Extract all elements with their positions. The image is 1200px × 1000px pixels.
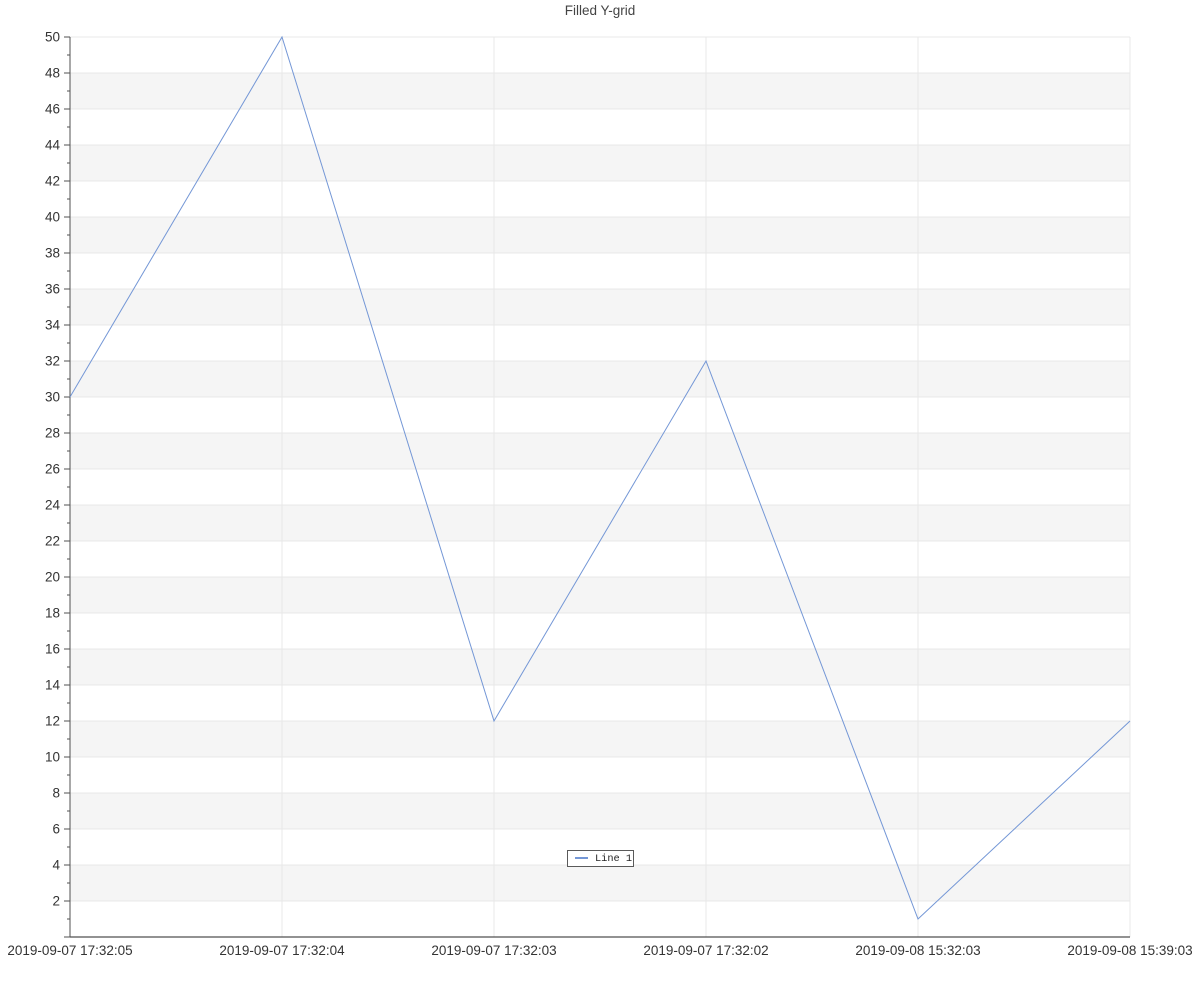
svg-text:50: 50	[45, 30, 60, 45]
svg-text:26: 26	[45, 462, 60, 477]
svg-text:20: 20	[45, 570, 60, 585]
svg-text:22: 22	[45, 534, 60, 549]
svg-text:18: 18	[45, 606, 60, 621]
svg-text:30: 30	[45, 390, 60, 405]
svg-text:2019-09-08 15:32:03: 2019-09-08 15:32:03	[855, 943, 980, 958]
svg-text:48: 48	[45, 66, 60, 81]
svg-text:12: 12	[45, 714, 60, 729]
svg-text:38: 38	[45, 246, 60, 261]
svg-text:44: 44	[45, 138, 61, 153]
svg-text:32: 32	[45, 354, 60, 369]
svg-text:8: 8	[52, 786, 60, 801]
svg-text:2019-09-07 17:32:03: 2019-09-07 17:32:03	[431, 943, 556, 958]
svg-text:16: 16	[45, 642, 60, 657]
svg-text:34: 34	[45, 318, 61, 333]
svg-text:40: 40	[45, 210, 60, 225]
svg-text:2019-09-08 15:39:03: 2019-09-08 15:39:03	[1067, 943, 1192, 958]
svg-text:6: 6	[52, 822, 60, 837]
svg-text:4: 4	[52, 858, 60, 873]
svg-text:2: 2	[52, 894, 60, 909]
svg-text:2019-09-07 17:32:02: 2019-09-07 17:32:02	[643, 943, 768, 958]
svg-text:46: 46	[45, 102, 60, 117]
svg-text:2019-09-07 17:32:04: 2019-09-07 17:32:04	[219, 943, 345, 958]
svg-text:36: 36	[45, 282, 60, 297]
svg-text:24: 24	[45, 498, 61, 513]
svg-text:2019-09-07 17:32:05: 2019-09-07 17:32:05	[7, 943, 132, 958]
svg-text:42: 42	[45, 174, 60, 189]
svg-text:28: 28	[45, 426, 60, 441]
svg-text:14: 14	[45, 678, 61, 693]
svg-text:10: 10	[45, 750, 60, 765]
